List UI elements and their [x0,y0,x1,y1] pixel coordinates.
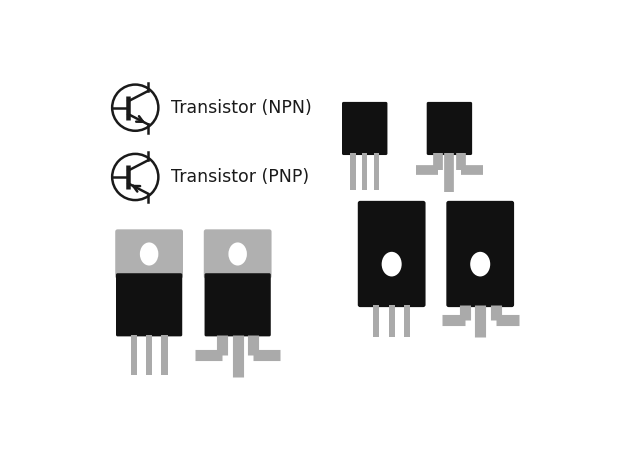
Bar [373,305,379,337]
FancyBboxPatch shape [358,201,426,307]
FancyBboxPatch shape [427,102,472,155]
FancyBboxPatch shape [116,273,182,337]
Ellipse shape [228,242,247,266]
FancyBboxPatch shape [205,273,271,337]
FancyBboxPatch shape [204,229,272,278]
Bar [404,305,410,337]
Ellipse shape [470,252,490,277]
FancyBboxPatch shape [115,229,183,278]
Bar [162,335,168,375]
Ellipse shape [140,242,158,266]
FancyBboxPatch shape [342,102,387,155]
Bar [362,154,367,190]
Text: Transistor (NPN): Transistor (NPN) [171,99,311,117]
Bar [131,335,137,375]
FancyBboxPatch shape [446,201,514,307]
Text: Transistor (PNP): Transistor (PNP) [171,168,309,186]
Bar [351,154,356,190]
Bar [146,335,152,375]
Bar [374,154,379,190]
Ellipse shape [382,252,402,277]
Bar [389,305,395,337]
